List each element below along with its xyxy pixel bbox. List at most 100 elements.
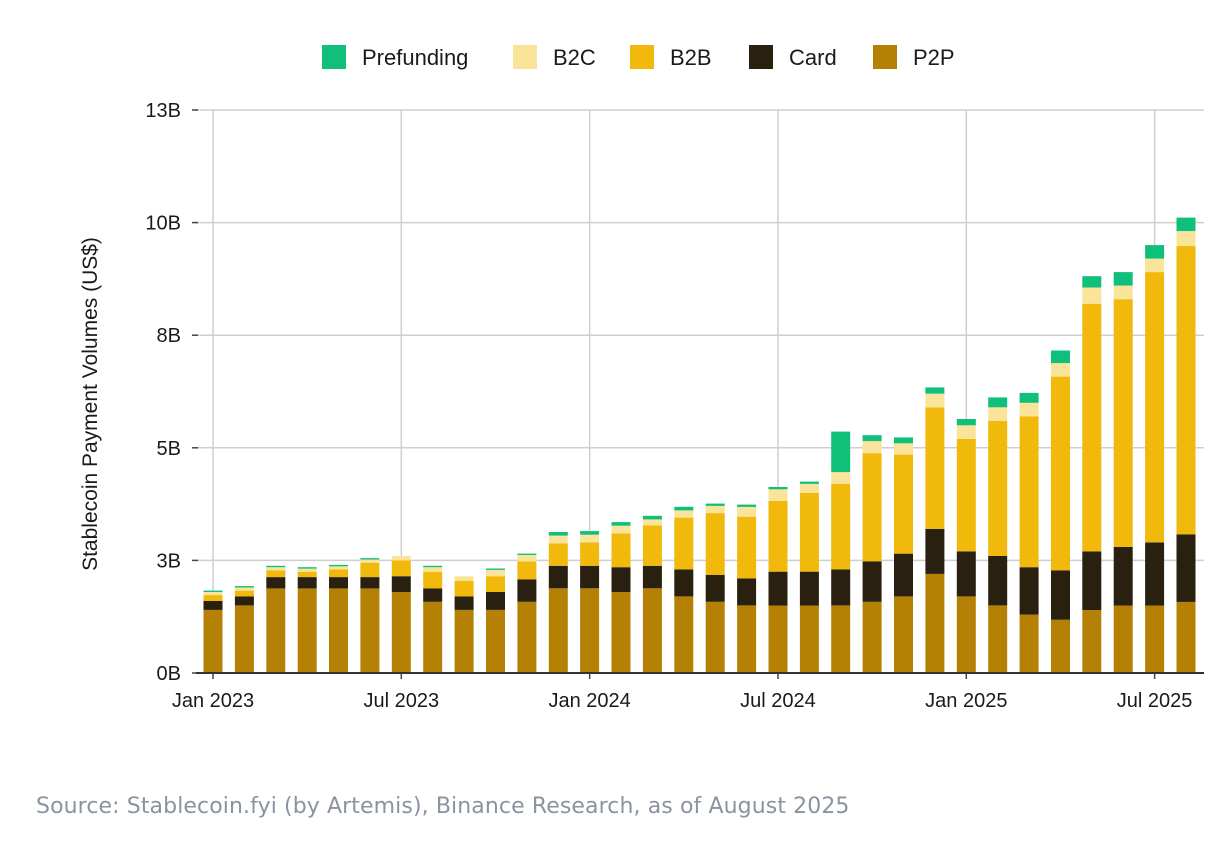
bar-b2c-dec-2023	[548, 535, 568, 544]
bar-prefunding-may-2025	[1082, 276, 1102, 288]
stacked-bar-chart: Prefunding B2C B2B Card P2P 0B 3B 5B 8B 10B 13B J…	[79, 45, 1204, 712]
bar-b2c-sep-2024	[831, 472, 851, 484]
bar-p2p-nov-2024	[894, 596, 913, 673]
bar-p2p-jul-2024	[768, 605, 788, 673]
bar-prefunding-sep-2024	[831, 431, 851, 473]
bar-b2c-may-2024	[705, 505, 725, 514]
bar-card-oct-2023	[486, 591, 505, 610]
bar-p2p-aug-2023	[423, 601, 443, 673]
x-tick-label: Jul 2025	[1117, 690, 1193, 712]
bar-p2p-jun-2025	[1113, 605, 1133, 673]
bar-p2p-jul-2023	[391, 591, 411, 673]
bar-p2p-aug-2025	[1176, 601, 1196, 673]
bar-p2p-may-2025	[1082, 609, 1102, 673]
bar-b2c-aug-2025	[1176, 231, 1196, 247]
x-tick-label: Jul 2024	[740, 690, 816, 712]
legend-label-card: Card	[789, 45, 837, 70]
bar-b2b-feb-2024	[611, 533, 631, 568]
bar-b2c-jun-2024	[737, 506, 757, 517]
bar-card-nov-2024	[894, 553, 913, 597]
legend-swatch-p2p	[873, 45, 897, 69]
y-axis-label: Stablecoin Payment Volumes (US$)	[79, 237, 102, 571]
bar-card-apr-2023	[297, 577, 317, 589]
bar-card-mar-2024	[642, 565, 662, 589]
bar-card-aug-2025	[1176, 534, 1196, 602]
bar-prefunding-nov-2024	[894, 437, 913, 444]
bar-b2c-jun-2025	[1113, 285, 1133, 300]
bar-card-sep-2024	[831, 569, 851, 606]
bar-p2p-aug-2024	[799, 605, 819, 673]
bar-b2b-jun-2025	[1113, 299, 1133, 547]
bar-p2p-sep-2023	[454, 609, 474, 673]
bar-prefunding-apr-2025	[1051, 350, 1070, 364]
bar-card-apr-2025	[1051, 570, 1070, 620]
bar-card-oct-2024	[862, 561, 882, 602]
bar-b2c-oct-2023	[486, 569, 505, 577]
bar-b2b-aug-2023	[423, 571, 443, 589]
bar-prefunding-mar-2024	[642, 515, 662, 520]
bar-b2b-nov-2023	[517, 561, 537, 580]
legend-label-p2p: P2P	[913, 45, 955, 70]
bar-card-may-2025	[1082, 551, 1102, 610]
bar-b2b-may-2025	[1082, 303, 1102, 552]
bar-card-aug-2024	[799, 571, 819, 606]
bar-b2b-jan-2023	[203, 595, 223, 601]
bar-card-jan-2023	[203, 600, 223, 610]
bar-p2p-jun-2023	[360, 588, 380, 673]
chart-legend: Prefunding B2C B2B Card P2P	[322, 45, 955, 70]
bar-b2b-apr-2024	[674, 517, 694, 570]
bar-b2b-feb-2025	[988, 420, 1008, 556]
legend-swatch-b2b	[630, 45, 654, 69]
bar-p2p-feb-2024	[611, 591, 631, 673]
bar-p2p-apr-2024	[674, 596, 694, 673]
bar-card-apr-2024	[674, 569, 694, 597]
bar-b2b-sep-2023	[454, 580, 474, 597]
legend-swatch-b2c	[513, 45, 537, 69]
bar-card-may-2023	[329, 577, 348, 589]
bar-b2b-dec-2023	[548, 543, 568, 566]
bar-card-jun-2024	[737, 578, 757, 606]
bar-b2b-dec-2024	[925, 407, 945, 529]
bar-p2p-dec-2023	[548, 588, 568, 673]
bar-card-jan-2025	[956, 551, 976, 597]
bar-card-sep-2023	[454, 596, 474, 610]
bar-card-nov-2023	[517, 579, 537, 602]
bar-prefunding-apr-2024	[674, 506, 694, 511]
bar-b2b-mar-2025	[1019, 416, 1039, 568]
bar-prefunding-jun-2025	[1113, 272, 1133, 286]
bar-b2b-nov-2024	[894, 454, 913, 554]
bar-card-feb-2024	[611, 567, 631, 592]
bar-prefunding-aug-2023	[423, 565, 443, 568]
bar-prefunding-feb-2024	[611, 522, 631, 526]
legend-label-b2c: B2C	[553, 45, 596, 70]
bar-b2c-aug-2023	[423, 567, 443, 572]
bar-b2c-feb-2025	[988, 407, 1008, 421]
bar-b2b-mar-2024	[642, 525, 662, 566]
bar-b2b-jun-2023	[360, 562, 380, 578]
bar-b2c-mar-2023	[266, 567, 286, 571]
bar-card-feb-2023	[234, 596, 254, 606]
x-tick-label: Jan 2024	[548, 690, 630, 712]
bar-b2c-sep-2023	[454, 576, 474, 581]
bar-b2b-jul-2025	[1145, 272, 1165, 543]
bar-card-jan-2024	[580, 565, 600, 589]
x-tick-label: Jan 2023	[172, 690, 254, 712]
bar-p2p-nov-2023	[517, 601, 537, 673]
bar-p2p-sep-2024	[831, 605, 851, 673]
legend-label-b2b: B2B	[670, 45, 712, 70]
bar-b2b-aug-2024	[799, 492, 819, 572]
bar-b2c-nov-2023	[517, 555, 537, 562]
bar-b2c-feb-2024	[611, 525, 631, 534]
bar-card-may-2024	[705, 574, 725, 602]
bar-prefunding-may-2023	[329, 564, 348, 567]
bar-prefunding-mar-2025	[1019, 392, 1039, 403]
bar-prefunding-mar-2023	[266, 565, 286, 568]
bar-prefunding-jun-2023	[360, 558, 380, 560]
bar-prefunding-aug-2025	[1176, 217, 1196, 232]
bar-b2c-dec-2024	[925, 393, 945, 408]
bar-p2p-jul-2025	[1145, 605, 1165, 673]
bar-prefunding-dec-2024	[925, 387, 945, 394]
bar-b2b-apr-2023	[297, 571, 317, 578]
bar-b2c-jul-2023	[391, 555, 411, 561]
bar-card-jul-2023	[391, 576, 411, 592]
